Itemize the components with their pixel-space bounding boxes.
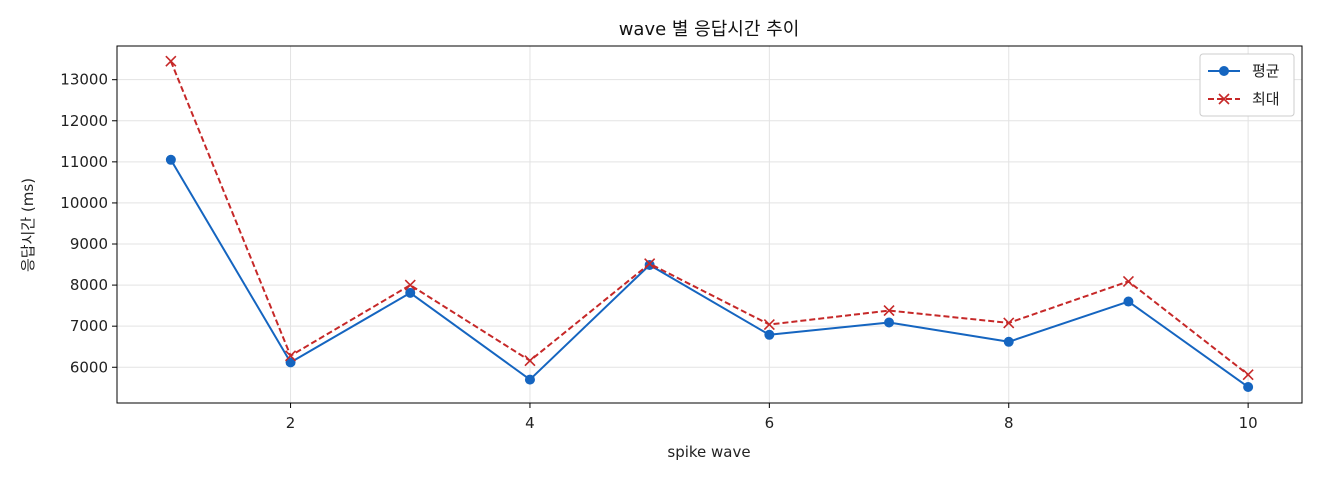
data-point <box>1243 381 1254 392</box>
y-tick-label: 6000 <box>70 358 108 376</box>
x-tick-label: 2 <box>286 414 296 432</box>
legend: 평균 최대 <box>1199 53 1295 117</box>
data-point <box>404 279 416 291</box>
series-line <box>169 60 1249 376</box>
legend-label-max: 최대 <box>1252 90 1280 108</box>
data-point <box>285 357 296 368</box>
data-point <box>1123 296 1134 307</box>
data-point <box>405 287 416 298</box>
y-tick-label: 11000 <box>60 153 108 171</box>
grid <box>117 46 1302 403</box>
data-point <box>644 258 656 270</box>
data-point <box>883 305 895 317</box>
data-point <box>165 55 177 67</box>
x-axis-label: spike wave <box>667 443 750 461</box>
y-tick-label: 10000 <box>60 194 108 212</box>
y-tick-label: 12000 <box>60 112 108 130</box>
x-axis: 2 4 6 8 10 <box>286 403 1258 432</box>
data-point <box>1242 369 1254 381</box>
x-tick-label: 6 <box>765 414 775 432</box>
legend-marker-max <box>1218 93 1230 105</box>
data-point <box>165 154 176 165</box>
legend-box <box>1199 53 1295 117</box>
data-point <box>524 374 535 385</box>
x-tick-label: 8 <box>1004 414 1014 432</box>
x-tick-label: 10 <box>1239 414 1258 432</box>
data-point <box>284 350 297 362</box>
series-max <box>165 55 1254 381</box>
series-line <box>170 159 1249 388</box>
y-axis: 6000 7000 8000 9000 10000 11000 12000 13000 <box>60 71 117 376</box>
chart-title: wave 별 응답시간 추이 <box>619 19 800 40</box>
y-tick-label: 9000 <box>70 235 108 253</box>
data-point <box>1122 275 1135 287</box>
series-group <box>165 55 1254 392</box>
legend-label-average: 평균 <box>1252 62 1280 80</box>
plot-area <box>116 45 1303 404</box>
data-point <box>524 355 536 367</box>
y-tick-label: 7000 <box>70 317 108 335</box>
x-tick-label: 4 <box>525 414 535 432</box>
legend-marker-average <box>1219 66 1229 76</box>
data-point <box>1003 317 1015 329</box>
data-point <box>1003 336 1014 347</box>
y-axis-label: 응답시간 (ms) <box>19 178 37 272</box>
y-tick-label: 8000 <box>70 276 108 294</box>
series-average <box>165 154 1254 392</box>
data-point <box>884 317 895 328</box>
y-tick-label: 13000 <box>60 71 108 89</box>
data-point <box>764 329 775 340</box>
data-point <box>763 318 775 331</box>
